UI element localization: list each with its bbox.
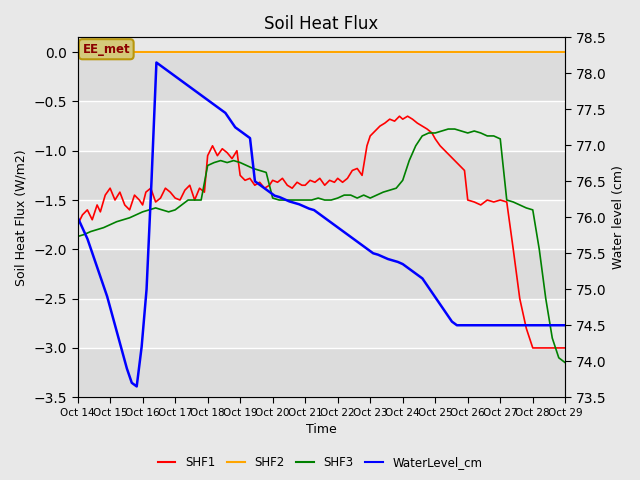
WaterLevel_cm — [152, 60, 160, 65]
Line: SHF1: SHF1 — [77, 116, 565, 348]
SHF1 — [396, 113, 403, 119]
SHF3 — [119, 217, 127, 223]
SHF3 — [399, 178, 406, 183]
Bar — [77, 52, 565, 101]
Text: EE_met: EE_met — [83, 43, 130, 56]
Bar — [77, 348, 565, 397]
WaterLevel_cm — [177, 78, 185, 84]
SHF3 — [470, 128, 478, 134]
Legend: SHF1, SHF2, SHF3, WaterLevel_cm: SHF1, SHF2, SHF3, WaterLevel_cm — [153, 452, 487, 474]
Bar — [77, 151, 565, 200]
SHF1 — [561, 345, 569, 351]
WaterLevel_cm — [335, 225, 342, 231]
SHF3 — [386, 187, 394, 193]
WaterLevel_cm — [197, 92, 205, 98]
Bar — [77, 101, 565, 151]
SHF1 — [516, 296, 524, 301]
Y-axis label: Soil Heat Flux (W/m2): Soil Heat Flux (W/m2) — [15, 149, 28, 286]
Line: WaterLevel_cm: WaterLevel_cm — [77, 62, 565, 386]
Line: SHF3: SHF3 — [77, 129, 565, 363]
X-axis label: Time: Time — [306, 423, 337, 436]
Bar — [77, 200, 565, 249]
SHF3 — [444, 126, 452, 132]
Y-axis label: Water level (cm): Water level (cm) — [612, 165, 625, 269]
Bar — [77, 249, 565, 299]
SHF1 — [311, 180, 319, 185]
WaterLevel_cm — [133, 384, 141, 389]
SHF3 — [327, 197, 335, 203]
SHF1 — [74, 222, 81, 228]
SHF1 — [181, 187, 189, 193]
SHF1 — [161, 185, 169, 191]
WaterLevel_cm — [561, 323, 569, 328]
WaterLevel_cm — [374, 252, 382, 258]
SHF1 — [542, 345, 550, 351]
Bar — [77, 299, 565, 348]
WaterLevel_cm — [547, 323, 554, 328]
WaterLevel_cm — [532, 323, 540, 328]
SHF3 — [74, 234, 81, 240]
WaterLevel_cm — [74, 215, 81, 220]
SHF3 — [561, 360, 569, 366]
SHF1 — [529, 345, 536, 351]
SHF1 — [349, 168, 356, 173]
SHF3 — [243, 163, 250, 168]
Title: Soil Heat Flux: Soil Heat Flux — [264, 15, 379, 33]
